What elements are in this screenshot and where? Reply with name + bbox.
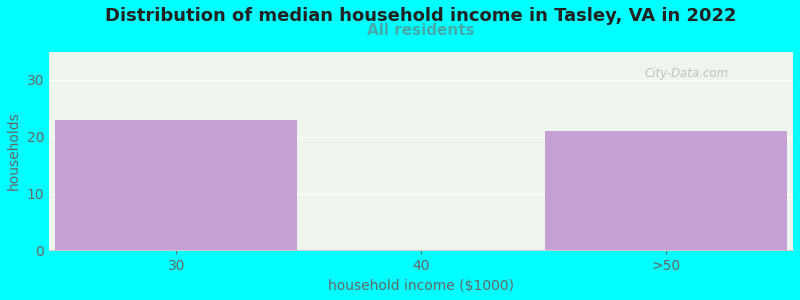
X-axis label: household income ($1000): household income ($1000)	[328, 279, 514, 293]
Y-axis label: households: households	[7, 112, 21, 190]
Text: All residents: All residents	[367, 22, 475, 38]
Title: Distribution of median household income in Tasley, VA in 2022: Distribution of median household income …	[106, 7, 737, 25]
Text: City-Data.com: City-Data.com	[644, 68, 728, 80]
Bar	[55, 120, 298, 250]
Bar	[545, 131, 787, 250]
